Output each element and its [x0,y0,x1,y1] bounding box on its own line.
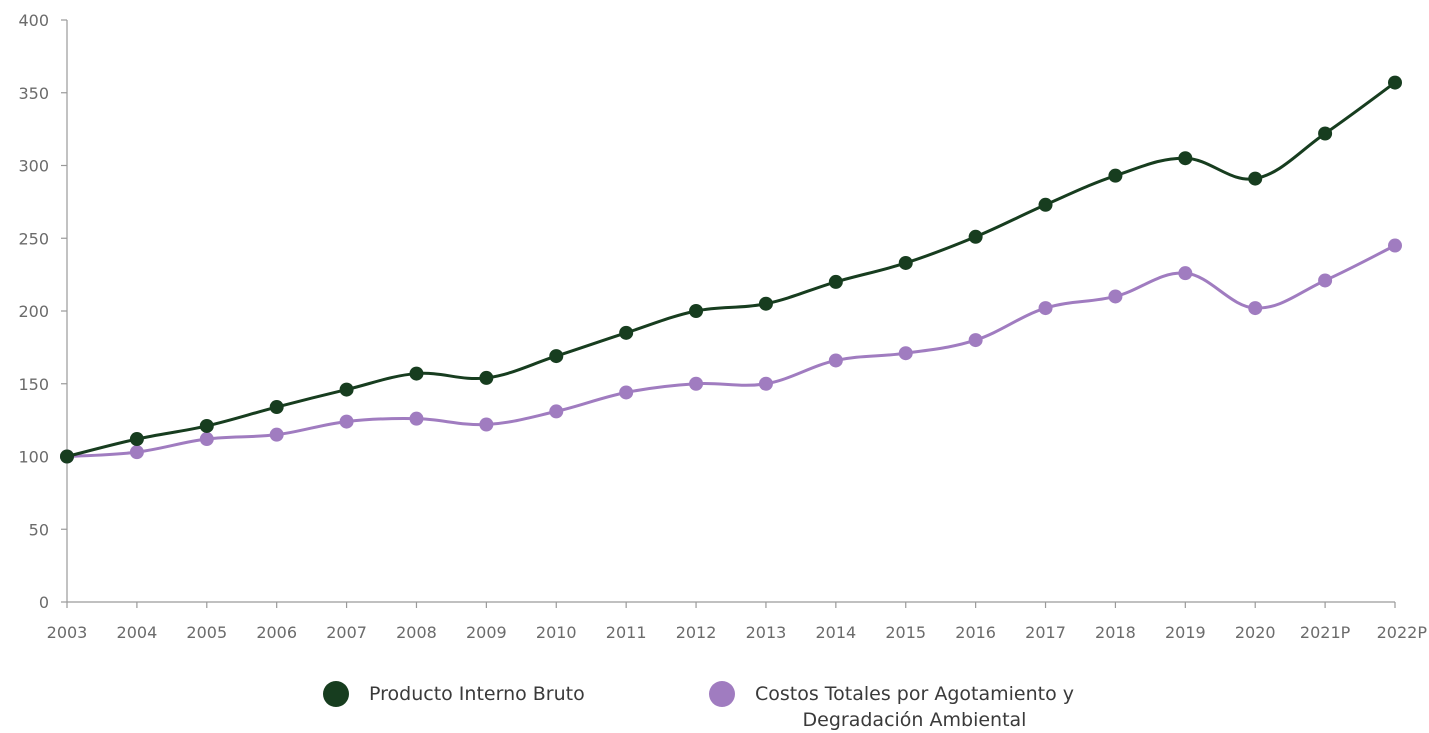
chart-series [60,75,1402,464]
x-tick-label: 2006 [256,623,297,642]
data-point-costos [1388,238,1402,253]
x-tick-label: 2013 [746,623,787,642]
data-point-pib [409,366,424,381]
data-point-pib [199,418,214,433]
x-tick-label: 2017 [1025,623,1066,642]
legend-marker-pib [323,681,349,707]
legend-marker-costos [709,681,735,707]
x-tick-label: 2003 [47,623,88,642]
chart-axes: 0 50 100 150 200 250 300 350 400 2003 2004 2005 2006… [18,11,1427,642]
data-point-pib [689,304,704,318]
data-point-costos [828,353,843,368]
data-point-pib [898,255,913,270]
x-tick-label: 2019 [1165,623,1206,642]
y-tick-label: 350 [18,84,49,103]
data-point-costos [479,417,494,432]
data-point-pib [1318,126,1333,141]
x-tick-label: 2010 [536,623,577,642]
data-point-pib [828,274,843,289]
data-point-pib [1108,168,1123,183]
data-point-pib [968,229,983,244]
x-tick-label: 2022P [1377,623,1428,642]
data-point-costos [1038,301,1053,316]
y-tick-label: 150 [18,375,49,394]
legend-label-costos: Costos Totales por Agotamiento y Degrada… [755,681,1074,733]
data-point-pib [60,449,74,464]
data-point-pib [479,370,494,385]
data-point-costos [1248,301,1263,316]
series-line-costos [66,244,1396,458]
data-point-costos [339,414,354,429]
line-chart: 0 50 100 150 200 250 300 350 400 2003 2004 2005 2006… [18,11,1427,642]
data-point-pib [758,296,773,311]
y-tick-label: 0 [39,593,49,612]
x-tick-label: 2014 [815,623,856,642]
data-point-pib [1248,171,1263,186]
x-tick-label: 2008 [396,623,437,642]
x-tick-label: 2018 [1095,623,1136,642]
y-tick-label: 100 [18,448,49,467]
x-tick-label: 2011 [606,623,647,642]
data-point-costos [1318,273,1333,288]
data-point-pib [549,349,564,364]
legend-item-pib: Producto Interno Bruto [323,681,585,707]
legend-label-costos-line-2: Degradación Ambiental [802,709,1027,731]
series-pib [60,75,1402,464]
data-point-pib [1388,75,1402,90]
data-point-costos [549,404,564,419]
data-point-costos [689,376,704,391]
x-tick-label: 2004 [117,623,158,642]
data-point-pib [339,382,354,397]
y-tick-label: 300 [18,157,49,176]
data-point-pib [619,325,634,340]
x-tick-label: 2005 [186,623,227,642]
data-point-pib [1038,197,1053,212]
y-tick-label: 50 [29,520,49,539]
x-tick-label: 2020 [1235,623,1276,642]
legend-label-pib: Producto Interno Bruto [369,683,585,705]
series-line-pib [66,81,1396,458]
y-tick-label: 400 [18,11,49,30]
data-point-pib [269,400,284,415]
data-point-costos [1178,266,1193,281]
legend-label-costos-line-1: Costos Totales por Agotamiento y [755,683,1074,705]
data-point-costos [129,445,144,460]
data-point-costos [269,427,284,442]
data-point-costos [1108,289,1123,304]
data-point-costos [619,385,634,400]
y-tick-label: 250 [18,229,49,248]
x-tick-label: 2016 [955,623,996,642]
x-tick-label: 2015 [885,623,926,642]
x-tick-label: 2012 [676,623,717,642]
series-costos [60,238,1402,464]
data-point-costos [968,333,983,348]
x-tick-label: 2021P [1300,623,1351,642]
x-tick-label: 2007 [326,623,367,642]
data-point-costos [199,432,214,447]
y-tick-label: 200 [18,302,49,321]
data-point-costos [409,411,424,426]
data-point-pib [1178,151,1193,166]
data-point-pib [129,432,144,447]
data-point-costos [758,376,773,391]
x-tick-label: 2009 [466,623,507,642]
chart-legend: Producto Interno Bruto Costos Totales po… [0,672,1429,733]
legend-item-costos: Costos Totales por Agotamiento y Degrada… [709,681,1074,733]
data-point-costos [898,346,913,361]
